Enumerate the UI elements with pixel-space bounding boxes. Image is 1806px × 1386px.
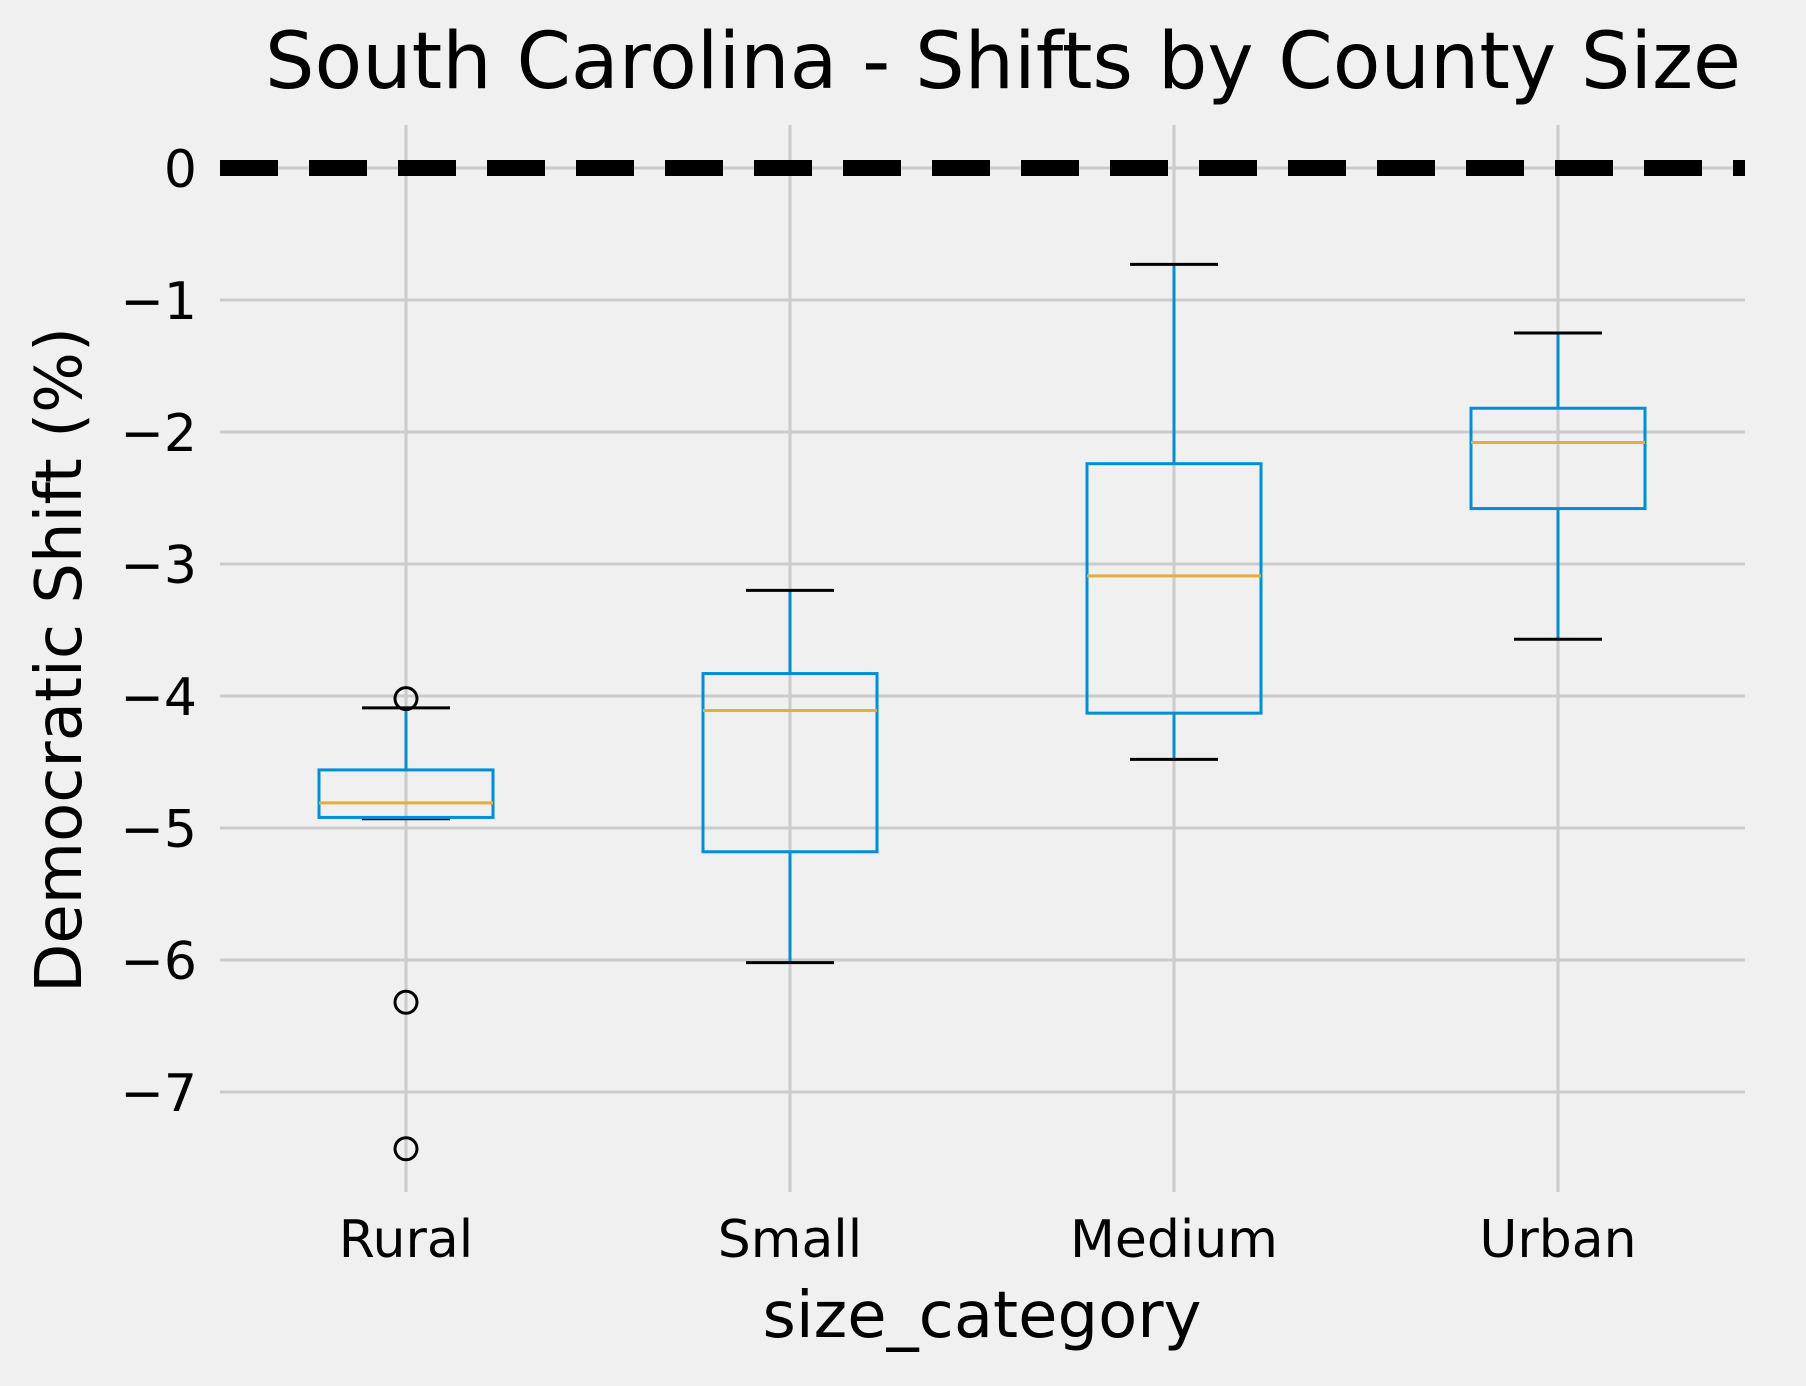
- box-small: [701, 588, 879, 965]
- grid: [220, 125, 1745, 1192]
- x-tick-label: Small: [718, 1210, 862, 1270]
- y-tick-label: −3: [120, 536, 197, 596]
- outlier-point: [393, 1136, 419, 1162]
- x-tick-label: Rural: [339, 1210, 473, 1270]
- chart-title: South Carolina - Shifts by County Size: [265, 17, 1741, 107]
- y-tick-labels: 0 −1 −2 −3 −4 −5 −6 −7: [120, 140, 197, 1124]
- y-tick-label: −7: [120, 1064, 197, 1124]
- iqr-box: [701, 672, 879, 854]
- x-tick-labels: Rural Small Medium Urban: [339, 1210, 1637, 1270]
- x-tick-label: Urban: [1479, 1210, 1636, 1270]
- y-tick-label: −4: [120, 668, 197, 728]
- outlier-point: [393, 989, 419, 1015]
- y-tick-label: −6: [120, 932, 197, 992]
- outlier-point: [393, 686, 419, 712]
- y-tick-label: 0: [164, 140, 197, 200]
- x-axis-label: size_category: [763, 1279, 1202, 1353]
- x-tick-label: Medium: [1070, 1210, 1278, 1270]
- box-rural: [317, 686, 495, 1162]
- box-medium: [1085, 262, 1263, 761]
- y-tick-label: −5: [120, 800, 197, 860]
- boxes-layer: [317, 262, 1647, 1162]
- iqr-box: [317, 768, 495, 819]
- iqr-box: [1085, 462, 1263, 715]
- box-urban: [1469, 331, 1647, 641]
- y-tick-label: −2: [120, 404, 197, 464]
- y-tick-label: −1: [120, 272, 197, 332]
- iqr-box: [1469, 406, 1647, 511]
- y-axis-label: Democratic Shift (%): [23, 327, 97, 993]
